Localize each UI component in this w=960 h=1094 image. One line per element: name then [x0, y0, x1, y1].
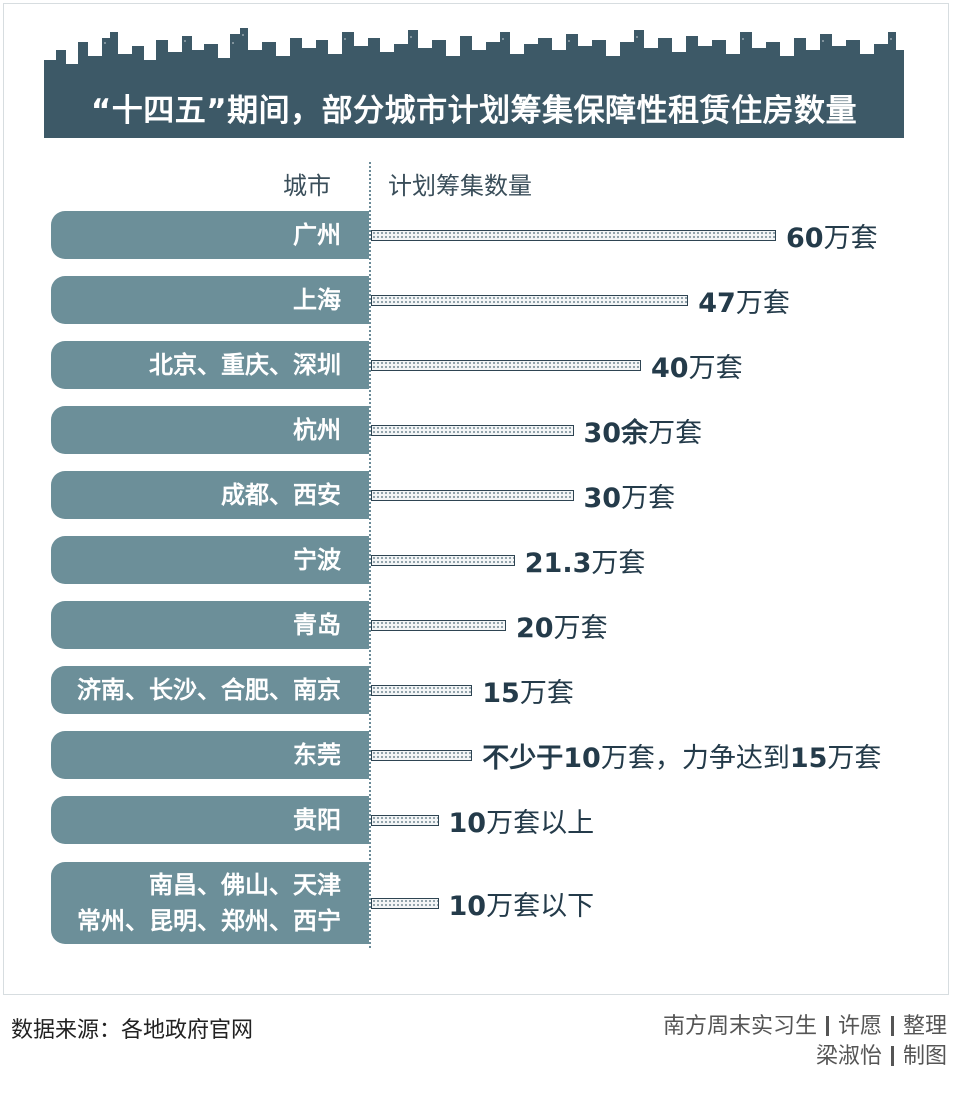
data-label: 40万套: [651, 346, 743, 385]
data-label-unit: 万套: [823, 223, 878, 254]
data-label: 10万套以下: [449, 884, 595, 923]
data-label-unit: 万套: [827, 743, 882, 774]
data-label-unit: 万套以上: [486, 808, 595, 839]
city-label: 北京、重庆、深圳: [51, 341, 369, 389]
credit-author: 许愿: [837, 1014, 882, 1039]
credit-separator: [890, 1046, 894, 1066]
data-label-unit: 万套: [688, 353, 743, 384]
city-label-text: 成都、西安: [221, 481, 341, 509]
chart-title: “十四五”期间，部分城市计划筹集保障性租赁住房数量: [90, 93, 858, 129]
data-label: 15万套: [482, 671, 574, 710]
column-header-city: 城市: [283, 172, 331, 200]
credit-separator: [890, 1016, 894, 1036]
city-label: 南昌、佛山、天津 常州、昆明、郑州、西宁: [51, 862, 369, 944]
city-label-text: 杭州: [293, 416, 341, 444]
data-label: 30余万套: [584, 411, 703, 450]
city-label: 青岛: [51, 601, 369, 649]
bar: [371, 295, 689, 306]
bar: [371, 360, 641, 371]
data-label: 10万套以上: [449, 801, 595, 840]
data-label: 21.3万套: [525, 541, 646, 580]
city-label-text: 广州: [293, 221, 341, 249]
credit-designer: 梁淑怡: [815, 1044, 882, 1069]
credit-separator: [825, 1016, 829, 1036]
city-label-text: 青岛: [293, 611, 341, 639]
bar: [371, 230, 776, 241]
data-label-number: 30余: [583, 418, 649, 449]
data-label-unit: 万套以下: [486, 891, 595, 922]
credit-role-design: 制图: [902, 1044, 947, 1069]
data-label-unit: 万套: [519, 678, 574, 709]
credit-line-1: 南方周末实习生 许愿 整理: [663, 1012, 947, 1042]
bar: [371, 425, 574, 436]
credit-line-2: 梁淑怡 制图: [663, 1042, 947, 1072]
city-skyline-graphic: [44, 28, 904, 90]
city-label: 宁波: [51, 536, 369, 584]
city-label: 广州: [51, 211, 369, 259]
title-banner: “十四五”期间，部分城市计划筹集保障性租赁住房数量: [44, 84, 904, 138]
credit-intern-label: 南方周末实习生: [662, 1014, 817, 1039]
city-label-text: 贵阳: [293, 806, 341, 834]
city-label-text: 宁波: [293, 546, 341, 574]
data-label: 30万套: [584, 476, 676, 515]
bar: [371, 620, 506, 631]
city-label-text: 南昌、佛山、天津 常州、昆明、郑州、西宁: [77, 871, 341, 935]
data-label-number: 60: [786, 223, 824, 254]
city-label-text: 济南、长沙、合肥、南京: [77, 676, 341, 704]
city-label-text: 东莞: [293, 741, 341, 769]
bar: [371, 898, 439, 909]
data-label-number: 15: [482, 678, 520, 709]
data-label-number: 不少于10: [482, 743, 601, 774]
bar: [371, 815, 439, 826]
data-label-number: 10: [448, 808, 487, 839]
data-label: 不少于10万套，力争达到15万套: [482, 736, 881, 775]
data-label-unit: 万套，力争达到: [600, 743, 790, 774]
data-source: 数据来源：各地政府官网: [11, 1018, 254, 1043]
data-label-number: 20: [516, 613, 554, 644]
data-label-number: 15: [789, 743, 828, 774]
data-label-number: 10: [448, 891, 487, 922]
bar: [371, 555, 515, 566]
data-label: 47万套: [698, 281, 790, 320]
column-divider: [369, 162, 371, 948]
data-label-number: 40: [651, 353, 689, 384]
data-label-number: 30: [583, 483, 622, 514]
city-label: 上海: [51, 276, 369, 324]
city-label-text: 上海: [293, 286, 341, 314]
city-label: 成都、西安: [51, 471, 369, 519]
bar: [371, 490, 574, 501]
data-label-unit: 万套: [735, 288, 790, 319]
city-label: 杭州: [51, 406, 369, 454]
data-label-unit: 万套: [553, 613, 608, 644]
data-label-number: 47: [698, 288, 736, 319]
credits: 南方周末实习生 许愿 整理 梁淑怡 制图: [663, 1012, 947, 1072]
bar: [371, 685, 473, 696]
city-label: 济南、长沙、合肥、南京: [51, 666, 369, 714]
data-label-unit: 万套: [621, 483, 676, 514]
bar: [371, 750, 473, 761]
data-label: 20万套: [516, 606, 608, 645]
data-label-unit: 万套: [648, 418, 703, 449]
city-label: 东莞: [51, 731, 369, 779]
city-label: 贵阳: [51, 796, 369, 844]
data-label-unit: 万套: [591, 548, 646, 579]
credit-role-compile: 整理: [902, 1014, 947, 1039]
city-label-text: 北京、重庆、深圳: [149, 351, 341, 379]
column-header-count: 计划筹集数量: [388, 172, 532, 200]
data-label: 60万套: [786, 216, 878, 255]
data-label-number: 21.3: [524, 548, 592, 579]
